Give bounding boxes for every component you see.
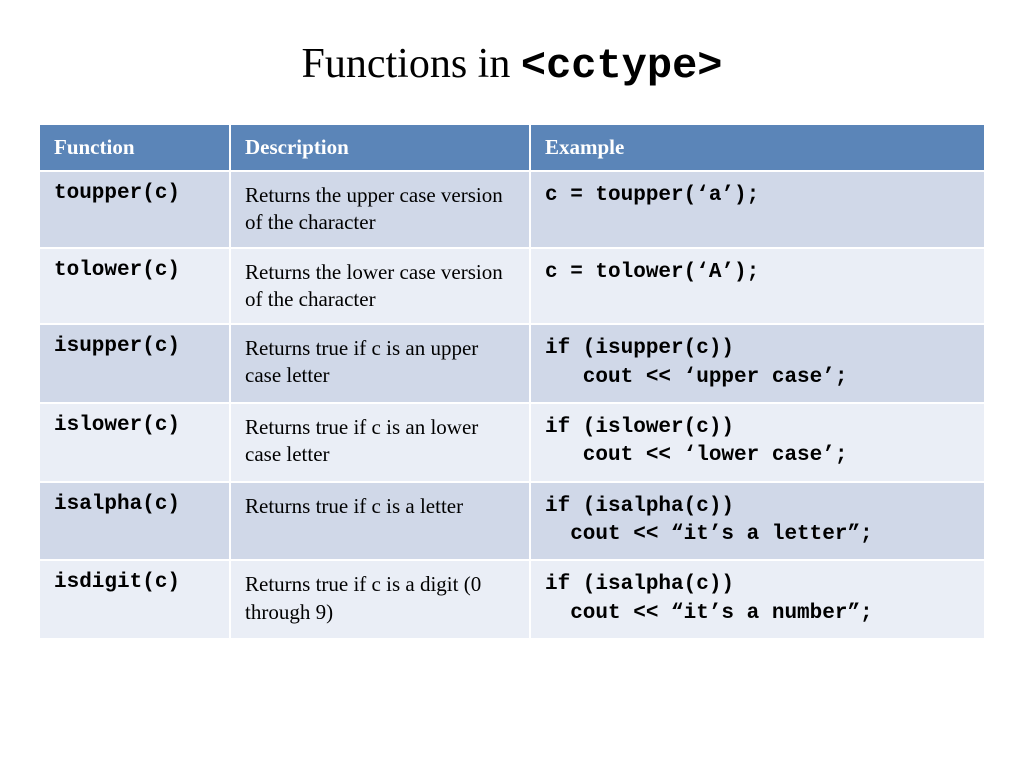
- cell-function: tolower(c): [40, 248, 230, 325]
- cell-function: isalpha(c): [40, 482, 230, 561]
- cell-example: c = toupper(‘a’);: [530, 171, 984, 248]
- table-row: isdigit(c) Returns true if c is a digit …: [40, 560, 984, 638]
- page-title: Functions in <cctype>: [40, 40, 984, 90]
- col-header-function: Function: [40, 125, 230, 171]
- cell-description: Returns true if c is an upper case lette…: [230, 324, 530, 403]
- cell-example: if (isalpha(c)) cout << “it’s a number”;: [530, 560, 984, 638]
- cell-function: toupper(c): [40, 171, 230, 248]
- table-row: islower(c) Returns true if c is an lower…: [40, 403, 984, 482]
- cell-description: Returns true if c is an lower case lette…: [230, 403, 530, 482]
- title-prefix: Functions in: [302, 41, 521, 87]
- cell-description: Returns true if c is a digit (0 through …: [230, 560, 530, 638]
- cell-example: if (isupper(c)) cout << ‘upper case’;: [530, 324, 984, 403]
- cell-function: islower(c): [40, 403, 230, 482]
- col-header-example: Example: [530, 125, 984, 171]
- functions-table: Function Description Example toupper(c) …: [40, 125, 984, 638]
- table-row: isupper(c) Returns true if c is an upper…: [40, 324, 984, 403]
- table-header-row: Function Description Example: [40, 125, 984, 171]
- table-row: tolower(c) Returns the lower case versio…: [40, 248, 984, 325]
- cell-function: isupper(c): [40, 324, 230, 403]
- title-header: <cctype>: [521, 42, 723, 90]
- cell-function: isdigit(c): [40, 560, 230, 638]
- cell-description: Returns the lower case version of the ch…: [230, 248, 530, 325]
- col-header-description: Description: [230, 125, 530, 171]
- cell-example: if (islower(c)) cout << ‘lower case’;: [530, 403, 984, 482]
- cell-description: Returns true if c is a letter: [230, 482, 530, 561]
- cell-description: Returns the upper case version of the ch…: [230, 171, 530, 248]
- table-row: toupper(c) Returns the upper case versio…: [40, 171, 984, 248]
- cell-example: if (isalpha(c)) cout << “it’s a letter”;: [530, 482, 984, 561]
- cell-example: c = tolower(‘A’);: [530, 248, 984, 325]
- table-row: isalpha(c) Returns true if c is a letter…: [40, 482, 984, 561]
